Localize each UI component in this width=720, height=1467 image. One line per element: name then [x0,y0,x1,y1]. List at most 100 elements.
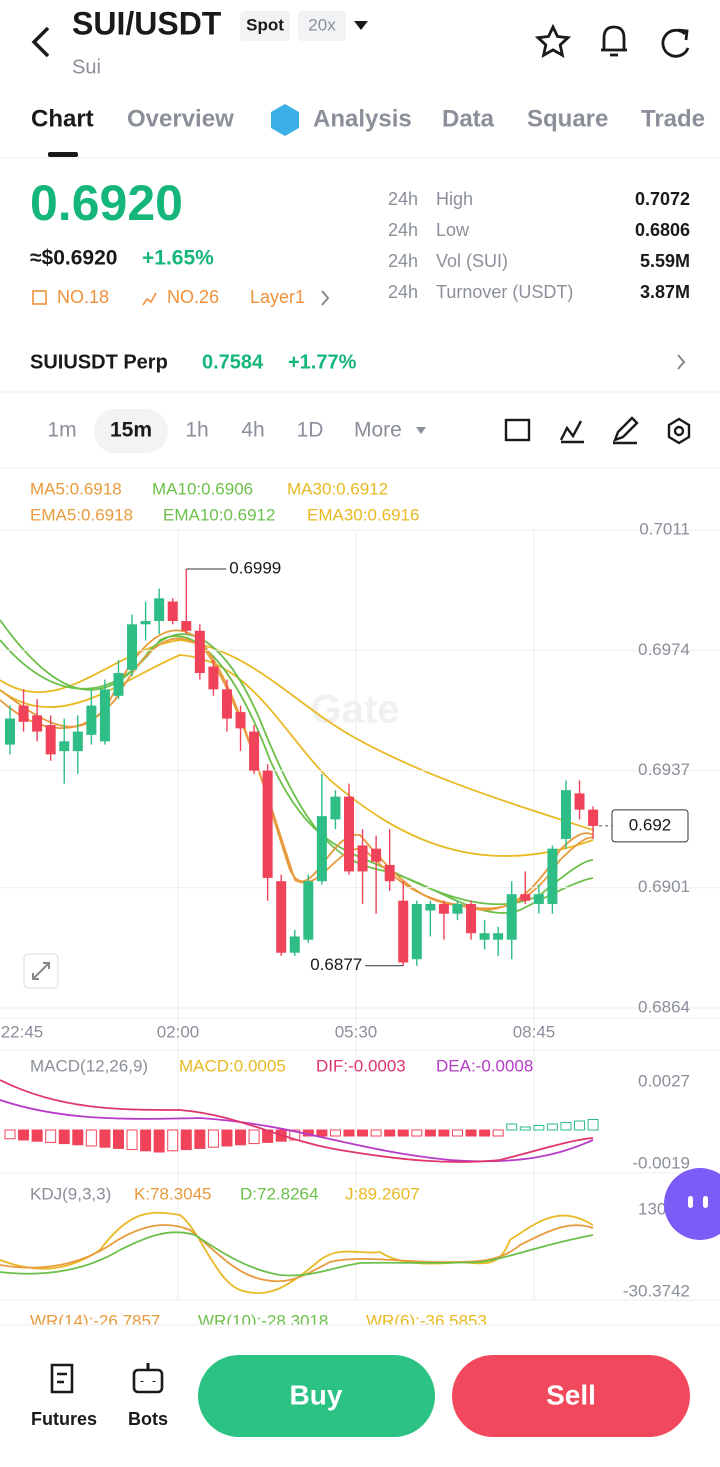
interval[interactable]: 1D [297,419,324,442]
dea-value: DEA:-0.0008 [436,1056,533,1075]
alert-icon[interactable] [601,25,627,57]
interval[interactable]: 1h [185,419,208,442]
macd-axis: 0.0027 [638,1071,690,1090]
macd-bar [167,1129,179,1152]
candle-body [45,725,56,755]
macd-bar [112,1129,124,1149]
macd-bar [72,1129,84,1146]
tool-icon[interactable] [612,416,639,445]
candle-body [520,894,531,901]
tool-icon[interactable] [504,418,531,442]
badge: Spot [246,15,284,34]
macd-bar [384,1129,396,1137]
candle-body [140,621,151,625]
dropdown-icon[interactable] [416,427,426,434]
macd-bar [533,1125,545,1131]
nav-label[interactable]: Bots [128,1409,168,1429]
indicator: MA30:0.6912 [287,479,388,498]
tool-icon[interactable] [559,420,584,444]
futures-icon[interactable] [50,1363,74,1394]
candle-body [330,796,341,820]
high-label: 0.6999 [229,559,281,578]
stat-label: Vol (SUI) [436,251,508,271]
kdj-axis: -30.3742 [623,1281,690,1300]
tab-indicator [48,152,78,157]
stat-value: 3.87M [640,282,690,302]
candle-body [411,903,422,960]
bots-icon[interactable] [140,1363,156,1382]
candle-body [574,793,585,810]
tab[interactable]: Trade [641,105,705,132]
candle-body [235,712,246,729]
back-button[interactable] [31,26,50,58]
chevron[interactable] [321,290,330,306]
macd-bar [248,1129,260,1145]
macd-bar [411,1129,423,1137]
tag[interactable]: NO.26 [167,287,219,307]
candle-body [72,731,83,752]
interval[interactable]: More [354,419,402,442]
tab[interactable]: Overview [127,105,234,132]
candle-body [5,718,15,745]
macd-bar [397,1129,409,1137]
ema30 [0,654,594,858]
tab[interactable]: Data [442,105,495,132]
tab[interactable]: Square [527,105,608,132]
interval[interactable]: 15m [110,419,152,442]
macd-bar [424,1129,436,1137]
buy-label[interactable]: Buy [290,1379,343,1410]
assistant-eye [703,1196,708,1208]
interval[interactable]: 4h [241,419,264,442]
refresh-icon[interactable] [661,28,690,58]
settings-icon[interactable] [673,425,685,437]
low-label: 0.6877 [310,955,362,974]
macd-bar [194,1129,206,1149]
dif-value: DIF:-0.0003 [316,1056,406,1075]
candle-body [303,881,314,940]
perp-name[interactable]: SUIUSDT Perp [30,351,168,373]
tag[interactable]: Layer1 [250,287,305,307]
leverage[interactable]: 20x [308,15,336,34]
time-label: 22:45 [1,1022,44,1041]
chevron[interactable] [677,354,686,370]
change: +1.65% [142,247,214,270]
candle-body [167,601,178,622]
candle-body [32,715,43,732]
fullscreen-icon[interactable] [32,962,50,980]
candle-body [438,903,449,914]
stat-value: 0.7072 [635,189,690,209]
sell-label[interactable]: Sell [546,1379,596,1410]
k-line [0,1224,594,1283]
macd-bar [58,1129,70,1145]
macd-bar [574,1120,586,1131]
candle-body [99,689,110,742]
j-value: J:89.2607 [345,1184,420,1203]
stat-period: 24h [388,251,418,271]
y-tick-label: 0.6937 [638,760,690,779]
stat-label: Turnover (USDT) [436,282,573,302]
favorite-icon[interactable] [534,23,572,58]
nav-label[interactable]: Futures [31,1409,97,1429]
usd-price: ≈$0.6920 [30,247,117,270]
last-price: 0.6920 [30,175,183,231]
interval[interactable]: 1m [47,419,76,442]
leverage-bg[interactable] [298,11,346,41]
macd-bar [343,1129,355,1137]
stat-period: 24h [388,220,418,240]
dropdown-icon[interactable] [354,21,368,30]
tag[interactable]: NO.18 [57,287,109,307]
indicator: EMA10:0.6912 [163,505,275,524]
candle-body [533,894,544,904]
candle-body [316,816,327,882]
tab[interactable]: Analysis [313,105,412,132]
macd-bar [451,1129,463,1137]
tab[interactable]: Chart [31,105,94,132]
sell-button[interactable] [452,1355,690,1437]
candle-body [371,848,382,862]
settings-icon[interactable] [667,417,691,445]
buy-button[interactable] [198,1355,435,1437]
macd-bar [140,1129,152,1152]
y-tick-label: 0.6864 [638,997,690,1016]
macd-bar [4,1129,16,1140]
dif-line [0,1079,594,1163]
